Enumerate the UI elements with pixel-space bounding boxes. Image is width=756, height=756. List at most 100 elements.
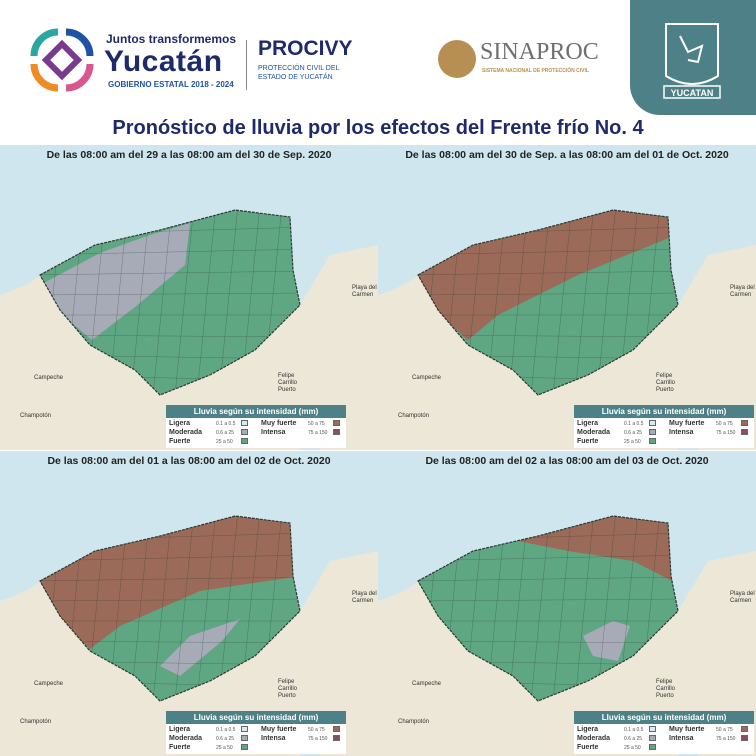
state-outline [39, 209, 301, 396]
sinaproc-logo-text: SINAPROC [480, 39, 599, 65]
rain-intensity-legend: Lluvia según su intensidad (mm) Ligera 0… [166, 405, 346, 448]
legend-swatch [649, 744, 656, 750]
zone-moderada [583, 621, 630, 661]
land-area-east [300, 245, 378, 450]
legend-title: Lluvia según su intensidad (mm) [166, 405, 346, 418]
legend-swatch [741, 420, 748, 426]
land-area-east [678, 245, 756, 450]
legend-label: Fuerte [169, 744, 191, 751]
legend-label: Intensa [261, 429, 286, 436]
legend-range: 75 a 150 [716, 736, 736, 742]
place-label: Champotón [398, 413, 430, 419]
legend-range: 0.1 a 0.5 [624, 421, 644, 427]
place-label: Playa del Carmen [730, 285, 755, 298]
legend-label: Muy fuerte [261, 420, 297, 427]
legend-swatch [333, 429, 340, 435]
legend-label: Intensa [669, 735, 694, 742]
legend-swatch [241, 420, 248, 426]
state-outline [417, 209, 679, 396]
place-label: Champotón [20, 413, 52, 419]
legend-label: Fuerte [577, 744, 599, 751]
place-label: Campeche [34, 681, 64, 687]
legend-label: Ligera [577, 420, 599, 427]
place-label: Campeche [34, 375, 64, 381]
place-label: Felipe Carrillo Puerto [278, 373, 298, 393]
rain-intensity-legend: Lluvia según su intensidad (mm) Ligera 0… [166, 711, 346, 754]
panel-period: De las 08:00 am del 29 a las 08:00 am de… [46, 149, 332, 161]
legend-range: 0.6 a 25 [624, 430, 643, 436]
legend-range: 25 a 50 [216, 439, 233, 445]
legend-swatch [649, 735, 656, 741]
legend-range: 50 a 75 [716, 421, 733, 427]
legend-label: Moderada [169, 735, 203, 742]
legend-range: 0.1 a 0.5 [216, 727, 236, 733]
legend-swatch [741, 726, 748, 732]
legend-range: 0.6 a 25 [216, 430, 235, 436]
header: Juntos transformemos Yucatán GOBIERNO ES… [0, 0, 756, 115]
land-area-east [300, 551, 378, 756]
legend-label: Intensa [669, 429, 694, 436]
panel-period: De las 08:00 am del 01 a las 08:00 am de… [47, 455, 331, 467]
place-label: Champotón [20, 719, 52, 725]
legend-label: Muy fuerte [261, 726, 297, 733]
legend-swatch [741, 735, 748, 741]
divider [246, 40, 247, 90]
zone-muy-fuerte [518, 516, 672, 581]
legend-label: Muy fuerte [669, 726, 705, 733]
state-outline [417, 515, 679, 702]
place-label: Campeche [412, 375, 442, 381]
sinaproc-subtitle: SISTEMA NACIONAL DE PROTECCIÓN CIVIL [482, 68, 589, 74]
legend-label: Ligera [577, 726, 599, 733]
legend-range: 50 a 75 [716, 727, 733, 733]
legend-swatch [241, 429, 248, 435]
forecast-map-panel: De las 08:00 am del 02 a las 08:00 am de… [378, 451, 756, 756]
state-outline [39, 515, 301, 702]
place-label: Playa del Carmen [352, 285, 377, 298]
legend-range: 75 a 150 [308, 430, 328, 436]
legend-swatch [241, 735, 248, 741]
legend-label: Moderada [169, 429, 203, 436]
legend-range: 0.6 a 25 [624, 736, 643, 742]
place-label: Felipe Carrillo Puerto [278, 679, 298, 699]
legend-title: Lluvia según su intensidad (mm) [166, 711, 346, 724]
forecast-map-panel: De las 08:00 am del 01 a las 08:00 am de… [0, 451, 378, 756]
legend-swatch [333, 420, 340, 426]
legend-swatch [333, 726, 340, 732]
panel-period: De las 08:00 am del 30 de Sep. a las 08:… [405, 149, 729, 161]
legend-label: Fuerte [169, 438, 191, 445]
legend-swatch [241, 438, 248, 444]
gov-name: Yucatán [104, 45, 223, 78]
gov-period: GOBIERNO ESTATAL 2018 - 2024 [108, 80, 234, 89]
rain-intensity-legend: Lluvia según su intensidad (mm) Ligera 0… [574, 405, 754, 448]
legend-range: 25 a 50 [624, 745, 641, 751]
place-label: Campeche [412, 681, 442, 687]
legend-label: Muy fuerte [669, 420, 705, 427]
forecast-map-panel: De las 08:00 am del 30 de Sep. a las 08:… [378, 145, 756, 450]
legend-label: Intensa [261, 735, 286, 742]
legend-range: 0.6 a 25 [216, 736, 235, 742]
legend-title: Lluvia según su intensidad (mm) [574, 711, 754, 724]
page-title: Pronóstico de lluvia por los efectos del… [112, 117, 644, 139]
forecast-map-panel: De las 08:00 am del 29 a las 08:00 am de… [0, 145, 378, 450]
panel-period: De las 08:00 am del 02 a las 08:00 am de… [425, 455, 709, 467]
legend-range: 25 a 50 [624, 439, 641, 445]
yucatan-shield-icon: YUCATAN [663, 23, 721, 99]
legend-title: Lluvia según su intensidad (mm) [574, 405, 754, 418]
place-label: Champotón [398, 719, 430, 725]
procivy-subtitle: PROTECCIÓN CIVIL DEL ESTADO DE YUCATÁN [258, 65, 340, 81]
zone-moderada [160, 619, 240, 676]
legend-label: Fuerte [577, 438, 599, 445]
place-label: Felipe Carrillo Puerto [656, 679, 676, 699]
place-label: Playa del Carmen [730, 591, 755, 604]
shield-background [630, 0, 756, 115]
legend-swatch [649, 420, 656, 426]
legend-range: 75 a 150 [716, 430, 736, 436]
zone-muy-fuerte [40, 516, 294, 649]
legend-swatch [333, 735, 340, 741]
shield-label: YUCATAN [671, 88, 714, 98]
land-area-east [678, 551, 756, 756]
legend-range: 25 a 50 [216, 745, 233, 751]
sinaproc-emblem-icon [438, 40, 476, 78]
legend-label: Ligera [169, 726, 191, 733]
place-label: Felipe Carrillo Puerto [656, 373, 676, 393]
